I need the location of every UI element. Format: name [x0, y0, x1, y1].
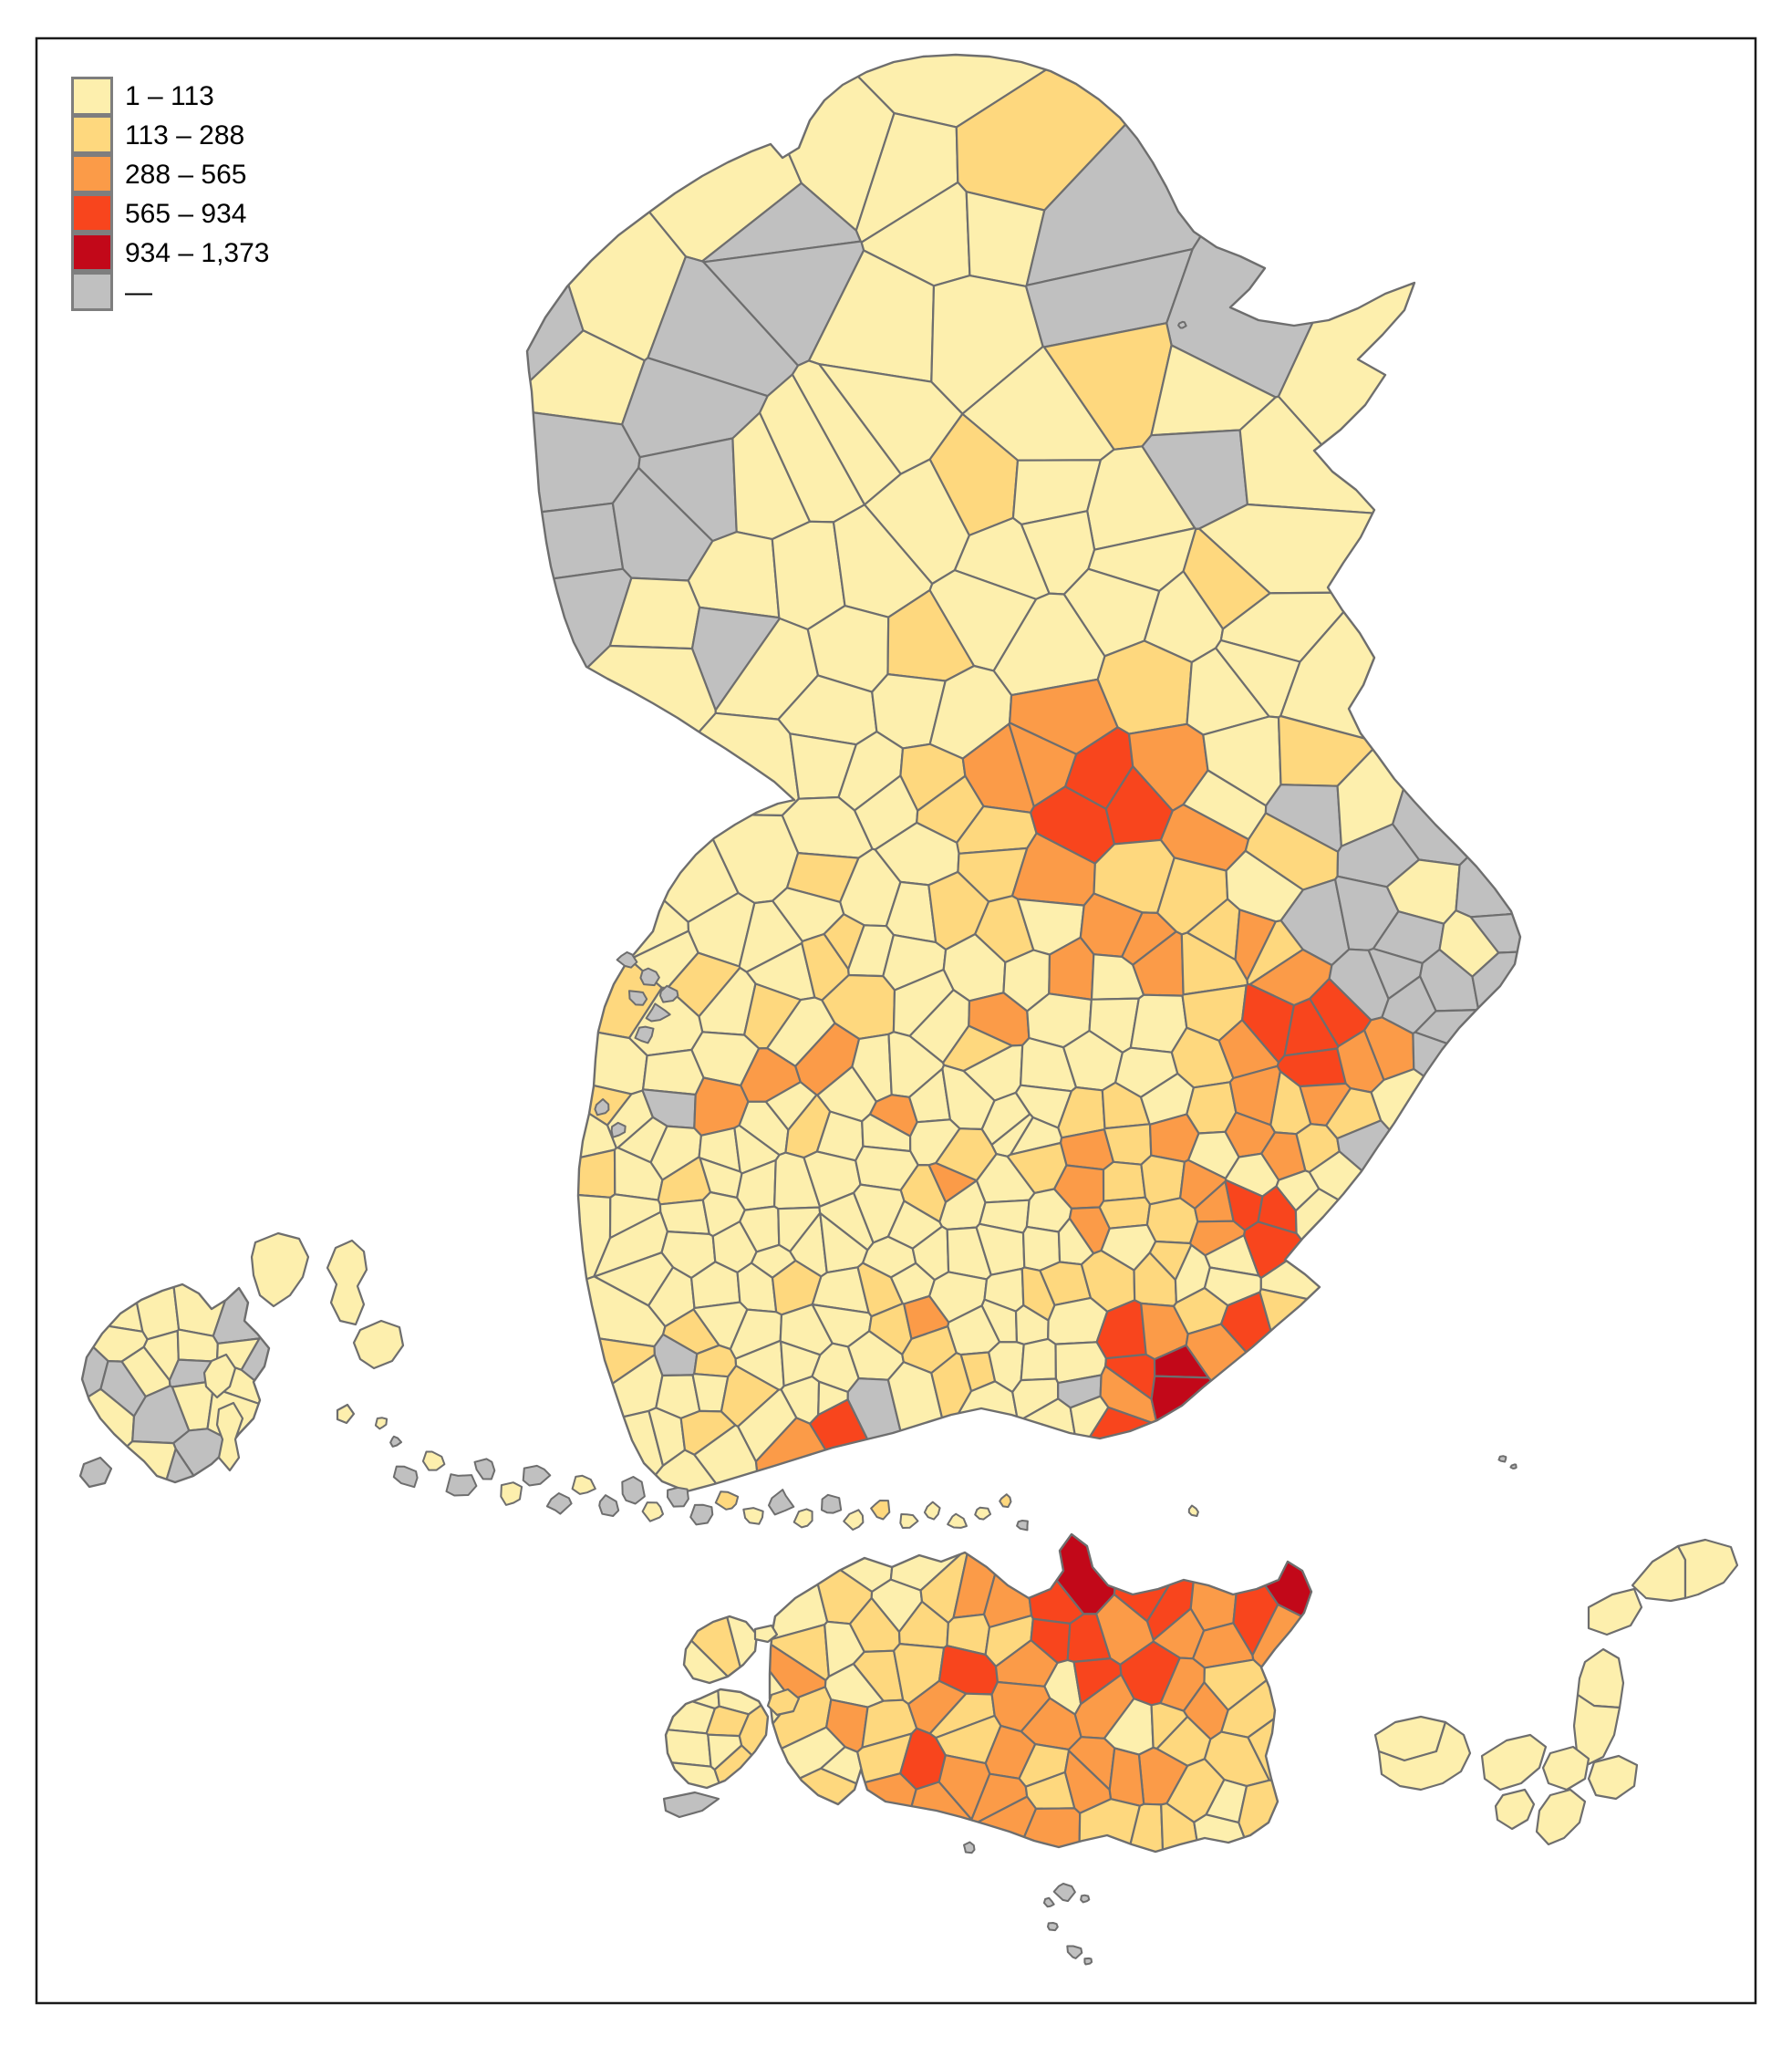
legend-label: 565 – 934 [125, 198, 247, 229]
legend-label: 113 – 288 [125, 119, 245, 151]
legend-swatch-class-5 [71, 232, 113, 272]
legend-swatch-class-1 [71, 77, 113, 116]
legend-swatch-class-3 [71, 153, 113, 193]
legend-row: 113 – 288 [71, 114, 269, 155]
legend-label: 1 – 113 [125, 80, 214, 111]
legend-row: 565 – 934 [71, 192, 269, 234]
legend-row: 934 – 1,373 [71, 232, 270, 273]
legend-row: — [71, 271, 269, 312]
legend: 1 – 113 113 – 288 288 – 565 565 – 934 93… [71, 77, 269, 312]
legend-label: 288 – 565 [125, 159, 247, 190]
legend-swatch-class-4 [71, 192, 113, 233]
legend-swatch-class-2 [71, 114, 113, 154]
legend-row: 288 – 565 [71, 153, 269, 194]
legend-label: 934 – 1,373 [125, 237, 270, 268]
legend-row: 1 – 113 [71, 77, 269, 116]
legend-swatch-no-data [71, 271, 113, 311]
legend-label: — [125, 276, 152, 307]
